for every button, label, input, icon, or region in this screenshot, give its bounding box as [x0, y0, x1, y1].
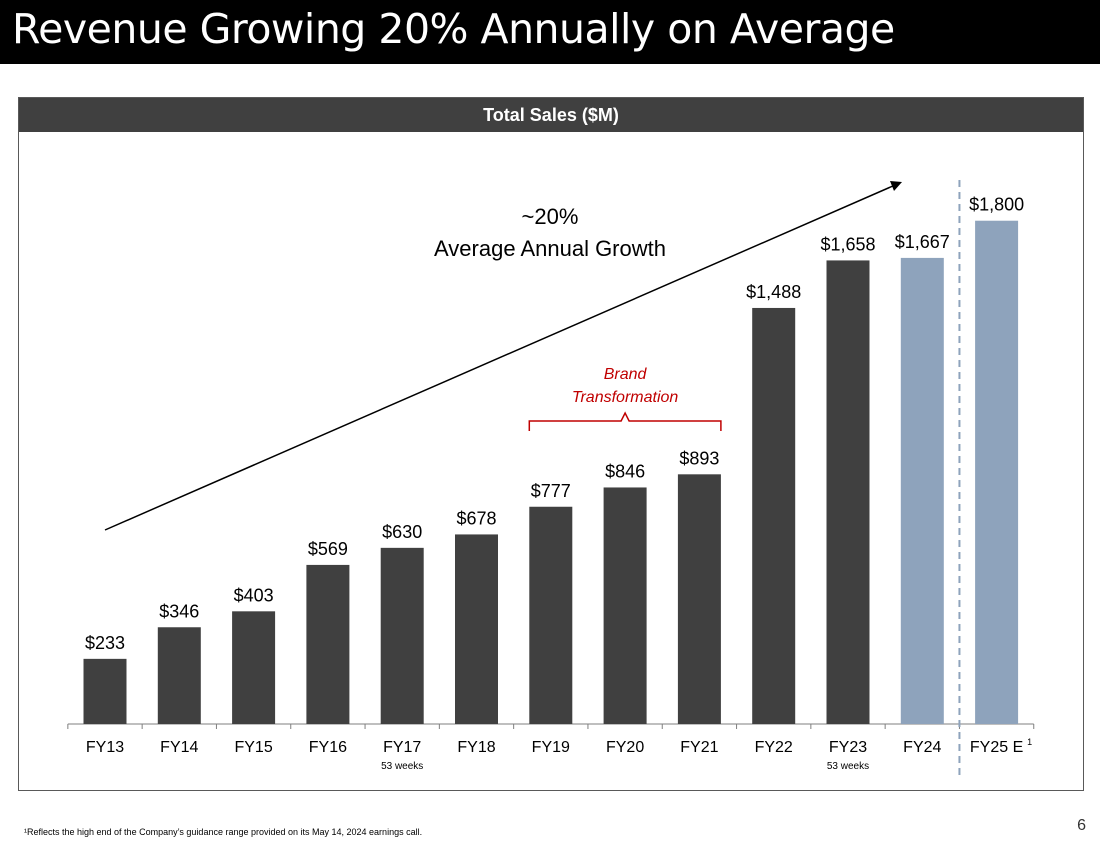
bar-fy24 — [900, 257, 944, 724]
footnote-marker: 1 — [1027, 737, 1032, 747]
data-label: $893 — [679, 448, 719, 468]
data-label: $233 — [85, 633, 125, 653]
x-tick-note: 53 weeks — [381, 761, 423, 772]
bar-fy22 — [752, 307, 796, 724]
data-label: $1,667 — [895, 232, 950, 252]
brand-annotation-line1: Brand — [604, 366, 648, 383]
data-label: $678 — [456, 508, 496, 528]
slide-title: Revenue Growing 20% Annually on Average — [12, 5, 895, 53]
chart-title: Total Sales ($M) — [19, 98, 1083, 132]
chart-panel: Total Sales ($M) — [18, 97, 1084, 791]
data-label: $1,488 — [746, 282, 801, 302]
bar-fy23 — [826, 260, 870, 724]
bar-fy19 — [529, 506, 573, 724]
x-tick-label: FY14 — [160, 739, 198, 756]
x-tick-note: 53 weeks — [827, 761, 869, 772]
data-label: $346 — [159, 601, 199, 621]
x-tick-label: FY21 — [680, 739, 718, 756]
bar-fy16 — [306, 564, 350, 724]
bar-fy15 — [232, 611, 276, 724]
growth-arrow-head — [890, 181, 902, 191]
data-label: $569 — [308, 539, 348, 559]
growth-arrow — [104, 181, 902, 531]
data-label: $846 — [605, 461, 645, 481]
footnote: ¹Reflects the high end of the Company’s … — [24, 827, 423, 837]
x-tick-label: FY25 E — [970, 739, 1023, 756]
bar-fy21 — [677, 474, 721, 724]
data-label: $1,658 — [820, 234, 875, 254]
growth-annotation-rate: ~20% — [522, 204, 579, 229]
bar-fy18 — [455, 534, 498, 724]
bar-fy14 — [157, 627, 201, 724]
x-tick-label: FY19 — [532, 739, 570, 756]
bar-fy13 — [83, 658, 127, 724]
x-tick-label: FY17 — [383, 739, 421, 756]
x-tick-label: FY16 — [309, 739, 347, 756]
page-number: 6 — [1077, 817, 1086, 834]
data-label: $777 — [531, 481, 571, 501]
data-label: $1,800 — [969, 195, 1024, 215]
growth-annotation-label: Average Annual Growth — [434, 236, 666, 261]
data-label: $403 — [234, 585, 274, 605]
x-tick-label: FY13 — [86, 739, 124, 756]
x-tick-label: FY23 — [829, 739, 867, 756]
x-tick-label: FY22 — [755, 739, 793, 756]
x-tick-label: FY20 — [606, 739, 644, 756]
brand-annotation-line2: Transformation — [572, 389, 679, 406]
chart-svg: $233 FY13 $346 FY14 $403 FY15 $569 FY16 $630 FY17… — [67, 180, 1035, 775]
data-label: $630 — [382, 522, 422, 542]
bar-fy17 — [380, 547, 424, 724]
title-bar: Revenue Growing 20% Annually on Average — [0, 0, 1100, 64]
growth-arrow-line — [104, 184, 895, 531]
bar-fy25-e — [975, 220, 1019, 724]
x-tick-label: FY15 — [234, 739, 272, 756]
bar-fy20 — [603, 487, 647, 724]
x-tick-label: FY18 — [457, 739, 495, 756]
x-tick-label: FY24 — [903, 739, 941, 756]
brand-transformation-bracket — [528, 411, 722, 431]
